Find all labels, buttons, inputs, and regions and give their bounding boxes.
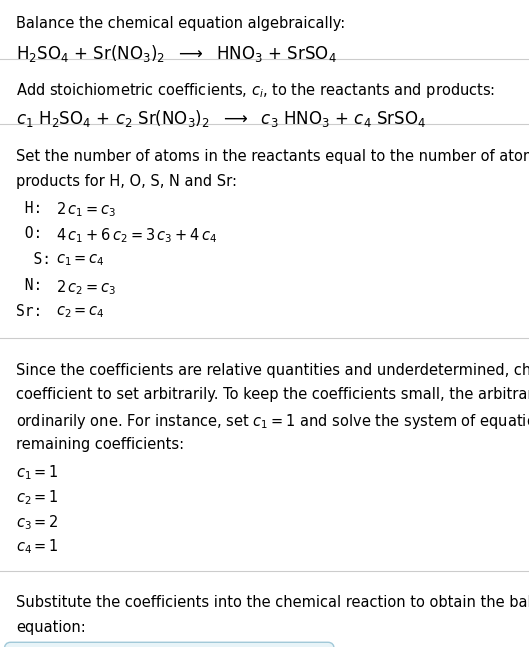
Text: Since the coefficients are relative quantities and underdetermined, choose a: Since the coefficients are relative quan… xyxy=(16,363,529,378)
Text: Balance the chemical equation algebraically:: Balance the chemical equation algebraica… xyxy=(16,16,345,31)
Text: $c_1$ H$_2$SO$_4$ + $c_2$ Sr(NO$_3$)$_2$  $\longrightarrow$  $c_3$ HNO$_3$ + $c_: $c_1$ H$_2$SO$_4$ + $c_2$ Sr(NO$_3$)$_2$… xyxy=(16,108,426,129)
Text: $c_3 = 2$: $c_3 = 2$ xyxy=(16,513,59,532)
Text: remaining coefficients:: remaining coefficients: xyxy=(16,437,184,452)
FancyBboxPatch shape xyxy=(4,642,334,647)
Text: $2\,c_1 = c_3$: $2\,c_1 = c_3$ xyxy=(56,201,116,219)
Text: equation:: equation: xyxy=(16,620,86,635)
Text: $c_2 = c_4$: $c_2 = c_4$ xyxy=(56,304,104,320)
Text: $c_1 = c_4$: $c_1 = c_4$ xyxy=(56,252,104,268)
Text: H$_2$SO$_4$ + Sr(NO$_3$)$_2$  $\longrightarrow$  HNO$_3$ + SrSO$_4$: H$_2$SO$_4$ + Sr(NO$_3$)$_2$ $\longright… xyxy=(16,43,336,64)
Text: $c_4 = 1$: $c_4 = 1$ xyxy=(16,538,59,556)
Text: Set the number of atoms in the reactants equal to the number of atoms in the: Set the number of atoms in the reactants… xyxy=(16,149,529,164)
Text: $c_1 = 1$: $c_1 = 1$ xyxy=(16,464,59,483)
Text: S:: S: xyxy=(16,252,51,267)
Text: $4\,c_1 + 6\,c_2 = 3\,c_3 + 4\,c_4$: $4\,c_1 + 6\,c_2 = 3\,c_3 + 4\,c_4$ xyxy=(56,226,217,245)
Text: $2\,c_2 = c_3$: $2\,c_2 = c_3$ xyxy=(56,278,116,297)
Text: N:: N: xyxy=(16,278,42,293)
Text: Substitute the coefficients into the chemical reaction to obtain the balanced: Substitute the coefficients into the che… xyxy=(16,595,529,610)
Text: O:: O: xyxy=(16,226,42,241)
Text: Add stoichiometric coefficients, $c_i$, to the reactants and products:: Add stoichiometric coefficients, $c_i$, … xyxy=(16,82,495,100)
Text: Sr:: Sr: xyxy=(16,304,42,319)
Text: ordinarily one. For instance, set $c_1 = 1$ and solve the system of equations fo: ordinarily one. For instance, set $c_1 =… xyxy=(16,412,529,431)
Text: coefficient to set arbitrarily. To keep the coefficients small, the arbitrary va: coefficient to set arbitrarily. To keep … xyxy=(16,388,529,402)
Text: products for H, O, S, N and Sr:: products for H, O, S, N and Sr: xyxy=(16,173,237,188)
Text: $c_2 = 1$: $c_2 = 1$ xyxy=(16,488,59,507)
Text: H:: H: xyxy=(16,201,42,215)
